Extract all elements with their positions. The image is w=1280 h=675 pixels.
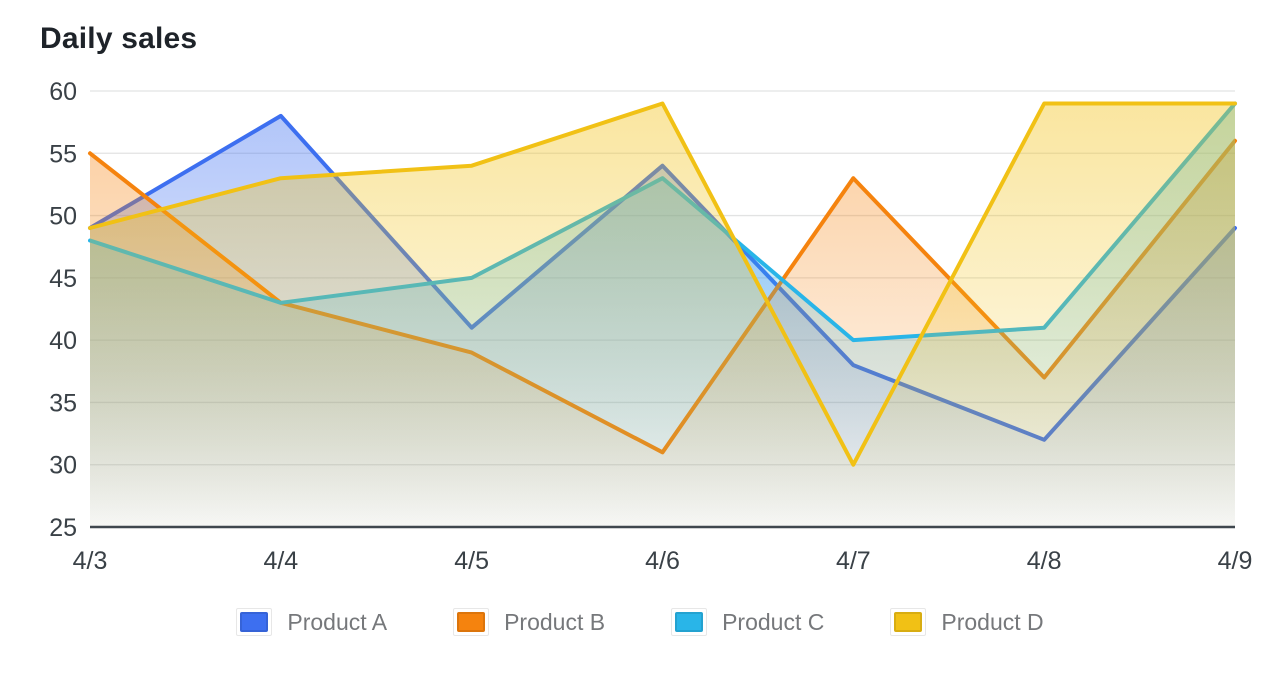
y-tick-label: 40 (49, 327, 77, 355)
y-tick-label: 60 (49, 78, 77, 106)
y-tick-label: 30 (49, 452, 77, 480)
legend-label: Product D (941, 608, 1044, 635)
series-line-product-d (88, 101, 1237, 467)
legend-item-product-d[interactable]: Product D (890, 608, 1044, 636)
legend-item-product-a[interactable]: Product A (236, 608, 387, 636)
legend-label: Product A (287, 608, 388, 635)
y-tick-label: 50 (49, 203, 77, 231)
chart-canvas: 25 30 35 40 45 50 55 60 4/3 4/4 4/5 4/6 4/7 4/8 4/9 (49, 78, 1253, 575)
legend-swatch-product-c (671, 608, 708, 636)
legend: Product A Product B Product C Product D (0, 608, 1280, 636)
chart-title: Daily sales (40, 22, 198, 55)
legend-item-product-c[interactable]: Product C (671, 608, 824, 636)
legend-swatch-color (675, 612, 704, 632)
legend-swatch-color (240, 612, 269, 632)
series-area-product-d (90, 103, 1235, 527)
y-tick-label: 55 (49, 140, 77, 168)
x-tick-label: 4/6 (645, 547, 680, 575)
x-tick-label: 4/5 (454, 547, 489, 575)
legend-item-product-b[interactable]: Product B (453, 608, 605, 636)
x-tick-label: 4/8 (1027, 547, 1062, 575)
y-tick-label: 35 (49, 389, 77, 417)
legend-label: Product C (722, 608, 825, 635)
legend-swatch-color (894, 612, 923, 632)
legend-swatch-color (457, 612, 486, 632)
legend-swatch-product-b (453, 608, 490, 636)
legend-swatch-product-d (890, 608, 927, 636)
legend-label: Product B (504, 608, 606, 635)
x-tick-label: 4/7 (836, 547, 871, 575)
y-tick-label: 25 (49, 514, 77, 542)
legend-swatch-product-a (236, 608, 273, 636)
x-tick-label: 4/4 (263, 547, 298, 575)
y-tick-label: 45 (49, 265, 77, 293)
x-tick-label: 4/9 (1218, 547, 1253, 575)
x-tick-label: 4/3 (73, 547, 108, 575)
